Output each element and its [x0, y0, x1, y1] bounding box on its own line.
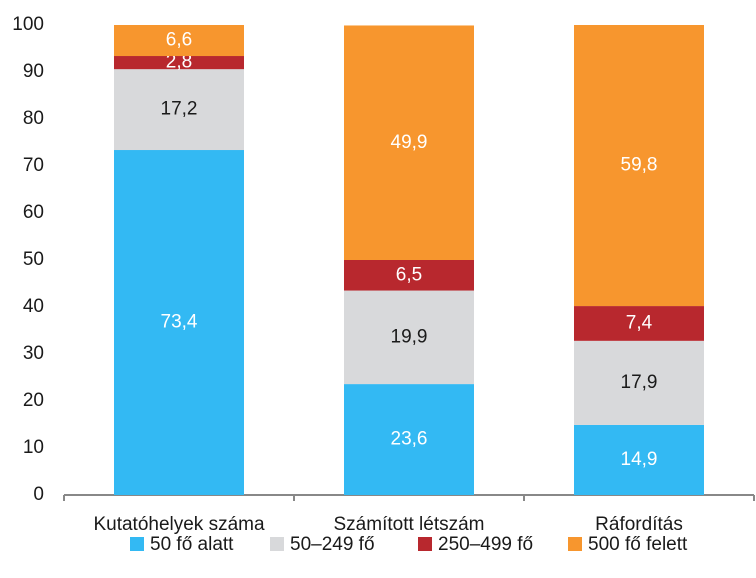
y-tick-label: 30	[23, 343, 44, 364]
bar-segment	[344, 290, 474, 385]
legend-label: 50–249 fő	[290, 534, 375, 555]
y-tick-label: 50	[23, 249, 44, 270]
y-tick-label: 0	[33, 484, 44, 505]
bar-segment	[114, 56, 244, 70]
legend-label: 50 fő alatt	[150, 534, 234, 555]
y-tick-label: 70	[23, 155, 44, 176]
y-tick-label: 20	[23, 390, 44, 411]
y-tick-label: 10	[23, 437, 44, 458]
legend-swatch	[418, 537, 432, 551]
legend-label: 500 fő felett	[588, 534, 688, 555]
bar-segment	[574, 340, 704, 425]
legend-label: 250–499 fő	[438, 534, 533, 555]
data-label: 19,9	[391, 326, 428, 347]
y-tick-label: 80	[23, 108, 44, 129]
data-label: 17,9	[621, 372, 658, 393]
data-label: 17,2	[161, 99, 198, 120]
bar-segment	[344, 384, 474, 495]
bar-segment	[344, 260, 474, 291]
y-tick-label: 60	[23, 202, 44, 223]
data-label: 2,8	[166, 52, 192, 73]
data-label: 6,5	[396, 264, 422, 285]
x-tick-label: Számított létszám	[334, 514, 485, 535]
bar-segment	[574, 306, 704, 341]
data-label: 6,6	[166, 30, 192, 51]
y-tick-label: 40	[23, 296, 44, 317]
legend-swatch	[568, 537, 582, 551]
data-label: 7,4	[626, 312, 653, 333]
bar-segment	[114, 150, 244, 495]
bar-segment	[114, 25, 244, 57]
legend-swatch	[270, 537, 284, 551]
bar-segment	[114, 69, 244, 151]
data-label: 23,6	[391, 429, 428, 450]
bar-segment	[574, 25, 704, 307]
data-label: 59,8	[621, 155, 658, 176]
y-tick-label: 100	[12, 14, 44, 35]
bar-segment	[574, 424, 704, 495]
bar-segment	[344, 25, 474, 260]
y-tick-label: 90	[23, 61, 44, 82]
data-label: 73,4	[161, 312, 198, 333]
data-label: 14,9	[621, 449, 658, 470]
x-tick-label: Ráfordítás	[595, 514, 683, 535]
x-tick-label: Kutatóhelyek száma	[93, 514, 265, 535]
data-label: 49,9	[391, 132, 428, 153]
legend-swatch	[130, 537, 144, 551]
